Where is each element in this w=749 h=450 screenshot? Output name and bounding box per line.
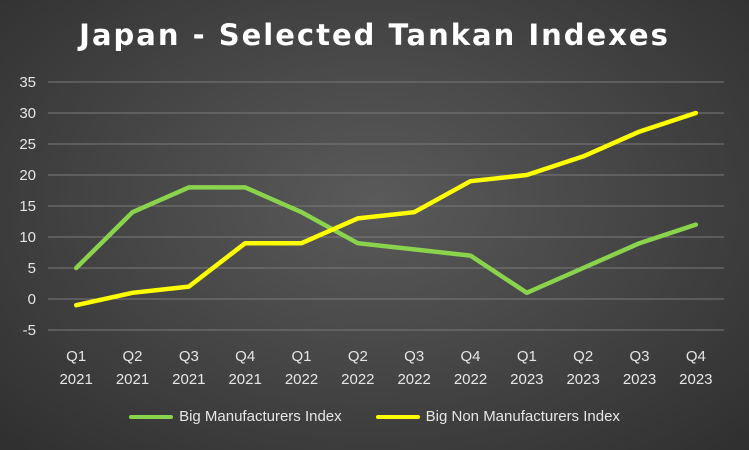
series-line-big-non-manufacturers [73,110,699,308]
x-tick-label-quarter: Q3 [179,348,199,365]
legend-swatch-big-non-manufacturers [375,414,420,419]
x-tick-label-quarter: Q1 [66,348,86,365]
x-tick-label-quarter: Q1 [517,348,537,365]
y-tick-label: 25 [19,136,36,153]
x-tick-label-year: 2021 [172,371,205,388]
legend-item-big-manufacturers: Big Manufacturers Index [129,408,342,425]
y-tick-label: 35 [19,74,36,91]
x-tick-label-year: 2022 [285,371,318,388]
legend-label-big-manufacturers: Big Manufacturers Index [179,408,342,425]
x-tick-label-quarter: Q4 [686,348,706,365]
x-tick-label-quarter: Q3 [629,348,649,365]
chart-title: Japan - Selected Tankan Indexes [79,18,670,52]
legend: Big Manufacturers Index Big Non Manufact… [0,408,749,425]
x-tick-label-quarter: Q2 [348,348,368,365]
x-tick-label-year: 2023 [623,371,656,388]
x-tick-label-quarter: Q4 [460,348,480,365]
x-tick-label-year: 2022 [454,371,487,388]
x-tick-label-quarter: Q3 [404,348,424,365]
x-tick-label-year: 2022 [397,371,430,388]
series-line-big-manufacturers [73,185,699,296]
x-tick-label-quarter: Q2 [573,348,593,365]
y-tick-label: 0 [28,291,36,308]
x-tick-label-year: 2021 [228,371,261,388]
x-tick-label-year: 2023 [566,371,599,388]
x-tick-label-year: 2021 [59,371,92,388]
y-tick-label: 10 [19,229,36,246]
y-tick-label: 15 [19,198,36,215]
x-tick-label-year: 2022 [341,371,374,388]
y-tick-label: 5 [28,260,36,277]
x-tick-label-quarter: Q4 [235,348,255,365]
y-tick-label: 30 [19,105,36,122]
x-tick-label-year: 2023 [510,371,543,388]
legend-swatch-big-manufacturers [129,414,174,419]
y-tick-label: 20 [19,167,36,184]
legend-item-big-non-manufacturers: Big Non Manufacturers Index [375,408,620,425]
x-tick-label-year: 2021 [116,371,149,388]
x-tick-label-year: 2023 [679,371,712,388]
y-tick-label: -5 [23,322,36,339]
x-tick-label-quarter: Q2 [122,348,142,365]
x-tick-label-quarter: Q1 [291,348,311,365]
legend-label-big-non-manufacturers: Big Non Manufacturers Index [425,408,620,425]
